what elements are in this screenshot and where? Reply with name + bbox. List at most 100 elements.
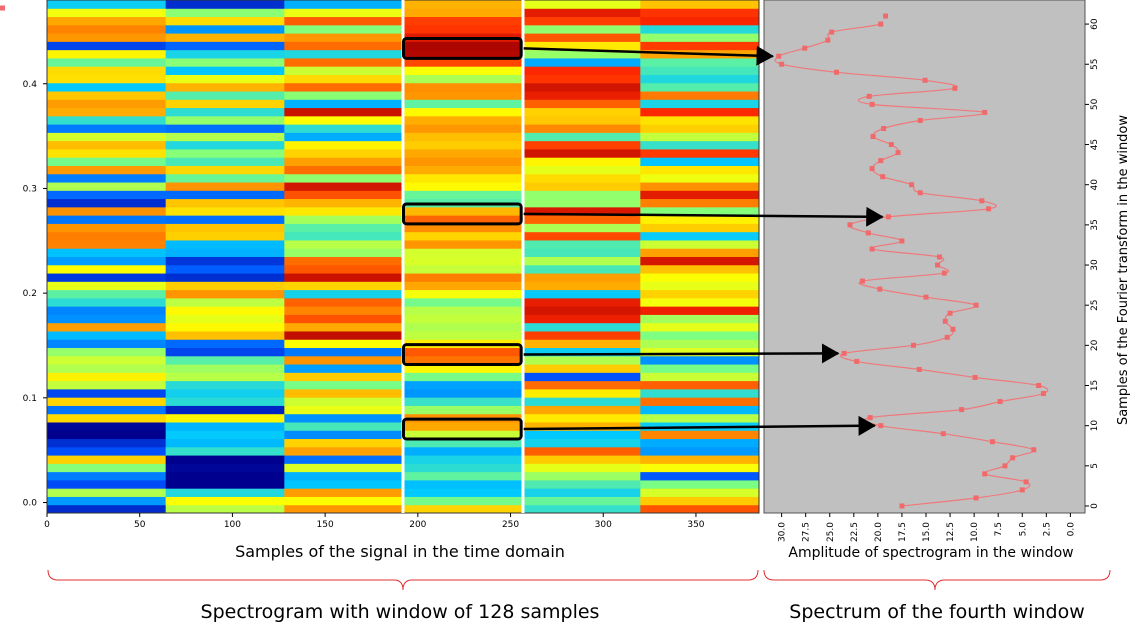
heatmap-cell	[47, 215, 167, 224]
heatmap-cell	[640, 16, 760, 26]
heatmap-cell	[284, 206, 404, 216]
heatmap-cell	[47, 306, 167, 315]
heatmap-cell	[640, 488, 760, 497]
spectrum-point	[1040, 391, 1046, 397]
heatmap-cell	[47, 16, 167, 26]
spectrum-point	[895, 150, 901, 156]
spectrum-point	[0, 5, 5, 11]
heatmap-cell	[47, 198, 167, 208]
heatmap-cell	[403, 66, 523, 75]
spectrum-point	[944, 334, 950, 340]
heatmap-cell	[640, 430, 760, 440]
heatmap-cell	[284, 223, 404, 233]
heatmap-cell	[284, 57, 404, 67]
heatmap-cell	[165, 281, 285, 291]
heatmap-cell	[165, 190, 285, 200]
heatmap-cell	[165, 99, 285, 109]
heatmap-cell	[640, 463, 760, 473]
heatmap-cell	[284, 0, 404, 9]
heatmap-y-tick-label: 0.0	[23, 499, 38, 509]
spectrum-point	[997, 399, 1003, 405]
heatmap-cell	[521, 57, 641, 67]
heatmap-cell	[403, 91, 523, 100]
heatmap-cell	[403, 231, 523, 241]
heatmap-cell	[165, 66, 285, 75]
heatmap-cell	[521, 215, 641, 224]
spectrum-point	[867, 415, 873, 421]
heatmap-cell	[165, 364, 285, 373]
heatmap-cell	[284, 504, 404, 514]
heatmap-cell	[47, 289, 167, 299]
spectrum-point	[982, 109, 988, 115]
heatmap-x-tick-label: 250	[502, 520, 519, 530]
spectrum-point	[888, 142, 894, 148]
heatmap-cell	[640, 380, 760, 390]
heatmap-cell	[47, 339, 167, 349]
heatmap-cell	[47, 107, 167, 117]
heatmap-cell	[165, 157, 285, 166]
heatmap-cell	[521, 8, 641, 18]
heatmap-cell	[640, 190, 760, 200]
connector-arrow	[523, 45, 774, 66]
heatmap-cell	[47, 49, 167, 59]
heatmap-x-tick-label: 200	[409, 520, 426, 530]
spectrum-x-tick-label: 7.5	[994, 522, 1004, 536]
heatmap-cell	[284, 132, 404, 142]
heatmap-cell	[521, 306, 641, 315]
heatmap-cell	[521, 157, 641, 166]
heatmap-cell	[47, 488, 167, 497]
heatmap-cell	[284, 355, 404, 365]
heatmap-cell	[47, 471, 167, 481]
heatmap-cell	[47, 264, 167, 274]
heatmap-cell	[403, 223, 523, 233]
heatmap-cell	[47, 91, 167, 100]
spectrum-y-tick-label: 35	[1090, 219, 1100, 230]
spectrum-point	[841, 350, 847, 356]
heatmap-cell	[640, 455, 760, 464]
heatmap-cell	[165, 223, 285, 233]
heatmap-cell	[403, 330, 523, 340]
heatmap-cell	[521, 322, 641, 332]
heatmap-cell	[284, 463, 404, 473]
heatmap-cell	[403, 190, 523, 200]
spectrum-axis-caption: Amplitude of spectrogram in the window	[788, 545, 1073, 561]
heatmap-cell	[640, 91, 760, 100]
heatmap-cell	[165, 306, 285, 315]
spectrum-point	[989, 439, 995, 445]
heatmap-cell	[521, 99, 641, 109]
heatmap-cell	[521, 289, 641, 299]
bracket-left-caption: Spectrogram with window of 128 samples	[201, 601, 600, 623]
heatmap-cell	[284, 140, 404, 150]
heatmap-cell	[521, 173, 641, 183]
highlight-boxes	[402, 36, 523, 441]
heatmap-cell	[640, 140, 760, 150]
heatmap-cell	[165, 41, 285, 51]
heatmap-cell	[640, 198, 760, 208]
heatmap-cell	[284, 16, 404, 26]
heatmap-x-tick-label: 300	[595, 520, 612, 530]
heatmap-cell	[47, 297, 167, 307]
heatmap-cell	[284, 107, 404, 117]
spectrum-point	[1002, 463, 1008, 469]
spectrum-y-tick-label: 40	[1090, 179, 1100, 191]
heatmap-cell	[403, 215, 523, 224]
heatmap-cell	[47, 231, 167, 241]
heatmap-cell	[47, 190, 167, 200]
heatmap-cell	[521, 239, 641, 249]
heatmap-cell	[47, 182, 167, 191]
heatmap-cell	[521, 190, 641, 200]
spectrum-point	[922, 77, 928, 83]
heatmap-cell	[521, 198, 641, 208]
heatmap-cell	[165, 256, 285, 266]
spectrum-point	[859, 278, 865, 284]
spectrum-plot-background	[763, 0, 1086, 514]
heatmap-x-tick-label: 50	[134, 520, 146, 530]
heatmap-cell	[640, 157, 760, 166]
spectrum-point	[878, 21, 884, 27]
spectrum-y-tick-label: 25	[1090, 299, 1100, 310]
heatmap-cell	[47, 148, 167, 158]
spectrum-point	[829, 29, 835, 35]
heatmap-cell	[640, 413, 760, 423]
heatmap-cell	[521, 421, 641, 431]
spectrum-x-tick-label: 15.0	[922, 522, 932, 542]
